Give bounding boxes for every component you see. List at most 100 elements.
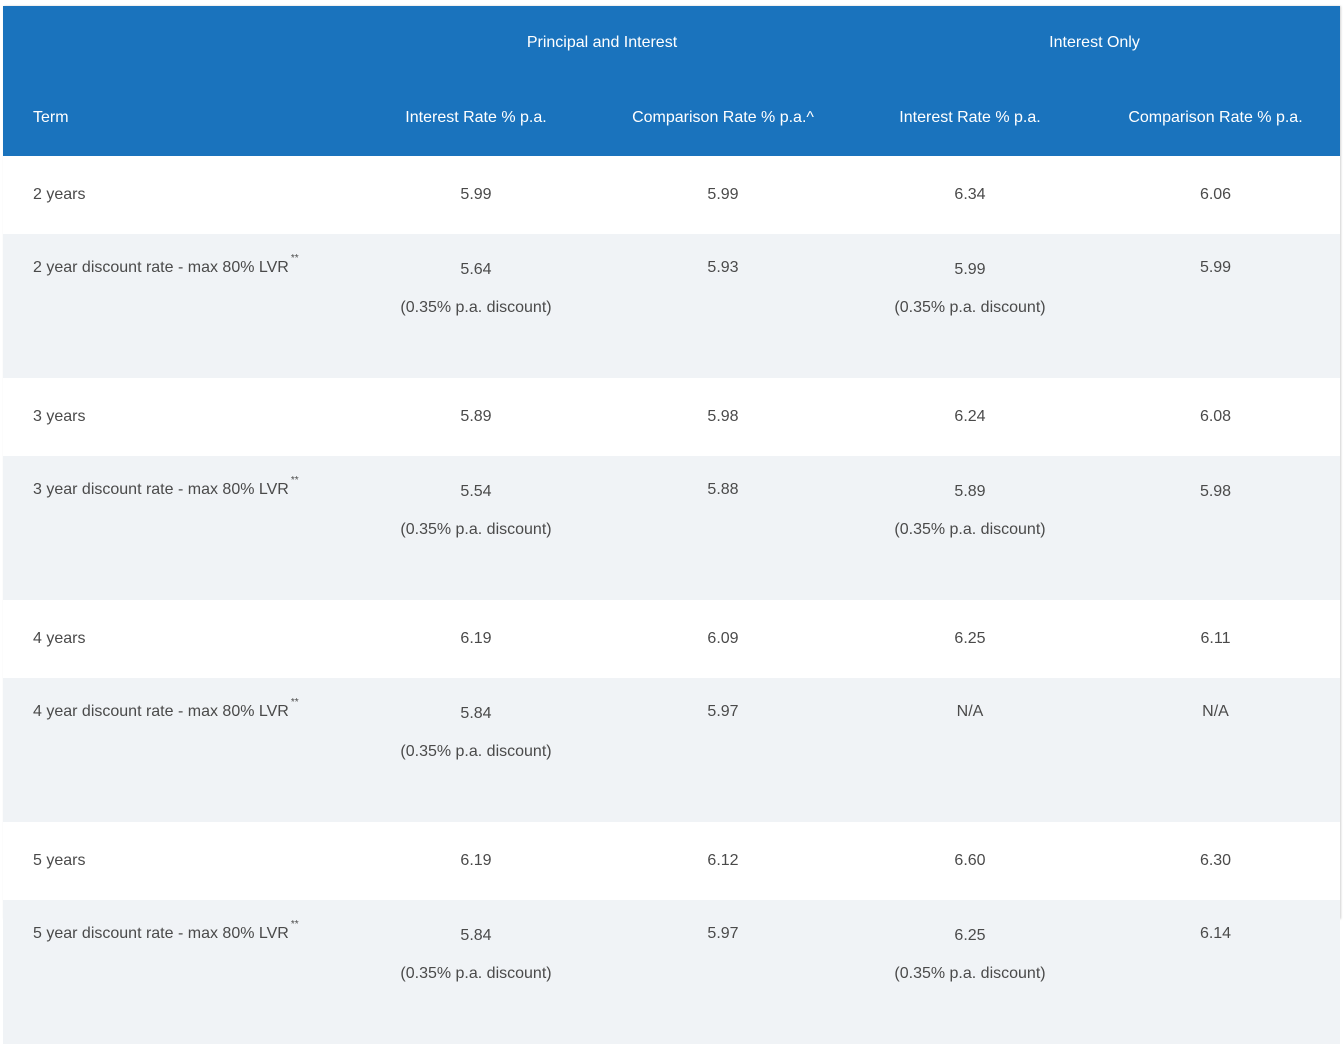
group-header-interest-only: Interest Only <box>849 6 1341 80</box>
io-comparison-cell: 5.99 <box>1091 234 1341 378</box>
io-rate-cell: 5.99 (0.35% p.a. discount) <box>849 234 1091 378</box>
io-rate-value: 5.99 <box>954 261 986 278</box>
fixed-rates-table: Principal and Interest Interest Only Ter… <box>3 6 1341 1044</box>
pi-comparison-cell: 5.99 <box>597 156 849 234</box>
column-header-pi-comparison: Comparison Rate % p.a.^ <box>597 80 849 156</box>
io-comparison-cell: N/A <box>1091 678 1341 822</box>
pi-comparison-value: 5.99 <box>707 186 739 203</box>
table-body: 2 years 5.99 5.99 6.34 6.06 2 year disco… <box>3 156 1341 1044</box>
pi-rate-cell: 6.19 <box>355 822 597 900</box>
pi-rate-cell: 5.99 <box>355 156 597 234</box>
pi-rate-value: 5.64 <box>460 261 492 278</box>
pi-comparison-value: 5.93 <box>707 259 739 276</box>
pi-comparison-cell: 6.12 <box>597 822 849 900</box>
column-header-pi-rate: Interest Rate % p.a. <box>355 80 597 156</box>
group-header-row: Principal and Interest Interest Only <box>3 6 1341 80</box>
pi-comparison-value: 5.97 <box>707 703 739 720</box>
term-label: 5 year discount rate - max 80% LVR <box>33 925 289 942</box>
term-label: 3 year discount rate - max 80% LVR <box>33 481 289 498</box>
io-comparison-cell: 6.30 <box>1091 822 1341 900</box>
io-rate-value: N/A <box>956 703 984 720</box>
term-cell: 4 year discount rate - max 80% LVR** <box>3 678 355 822</box>
io-rate-value: 6.60 <box>954 852 986 869</box>
pi-rate-value: 5.84 <box>460 705 492 722</box>
pi-comparison-cell: 5.98 <box>597 378 849 456</box>
io-rate-cell: N/A <box>849 678 1091 822</box>
io-comparison-cell: 6.14 <box>1091 900 1341 1044</box>
pi-comparison-cell: 6.09 <box>597 600 849 678</box>
footnote-marker: ** <box>290 475 299 486</box>
pi-comparison-cell: 5.97 <box>597 900 849 1044</box>
io-discount-note: (0.35% p.a. discount) <box>894 521 1046 538</box>
footnote-marker: ** <box>290 253 299 264</box>
term-label: 4 years <box>33 630 86 647</box>
io-rate-value: 6.34 <box>954 186 986 203</box>
io-discount-note: (0.35% p.a. discount) <box>894 965 1046 982</box>
io-rate-value: 6.24 <box>954 408 986 425</box>
pi-discount-note: (0.35% p.a. discount) <box>400 299 552 316</box>
term-cell: 5 year discount rate - max 80% LVR** <box>3 900 355 1044</box>
io-rate-cell: 6.25 <box>849 600 1091 678</box>
pi-comparison-value: 5.98 <box>707 408 739 425</box>
pi-comparison-value: 6.12 <box>707 852 739 869</box>
group-header-principal-interest: Principal and Interest <box>355 6 849 80</box>
rates-table-container: Principal and Interest Interest Only Ter… <box>3 6 1341 1044</box>
term-label: 2 year discount rate - max 80% LVR <box>33 259 289 276</box>
footnote-marker: ** <box>290 697 299 708</box>
io-rate-cell: 6.24 <box>849 378 1091 456</box>
pi-rate-cell: 5.84 (0.35% p.a. discount) <box>355 678 597 822</box>
pi-rate-cell: 5.54 (0.35% p.a. discount) <box>355 456 597 600</box>
pi-rate-value: 5.54 <box>460 483 492 500</box>
pi-rate-value: 5.84 <box>460 927 492 944</box>
pi-rate-cell: 6.19 <box>355 600 597 678</box>
pi-comparison-value: 5.88 <box>707 481 739 498</box>
io-rate-cell: 6.25 (0.35% p.a. discount) <box>849 900 1091 1044</box>
pi-discount-note: (0.35% p.a. discount) <box>400 743 552 760</box>
pi-comparison-value: 5.97 <box>707 925 739 942</box>
table-row: 2 years 5.99 5.99 6.34 6.06 <box>3 156 1341 234</box>
io-comparison-cell: 6.08 <box>1091 378 1341 456</box>
io-rate-value: 6.25 <box>954 927 986 944</box>
table-row: 3 years 5.89 5.98 6.24 6.08 <box>3 378 1341 456</box>
pi-comparison-cell: 5.88 <box>597 456 849 600</box>
pi-comparison-cell: 5.93 <box>597 234 849 378</box>
column-header-row: Term Interest Rate % p.a. Comparison Rat… <box>3 80 1341 156</box>
pi-rate-cell: 5.89 <box>355 378 597 456</box>
pi-discount-note: (0.35% p.a. discount) <box>400 521 552 538</box>
term-label: 4 year discount rate - max 80% LVR <box>33 703 289 720</box>
column-header-io-rate: Interest Rate % p.a. <box>849 80 1091 156</box>
group-header-spacer <box>3 6 355 80</box>
io-rate-cell: 6.34 <box>849 156 1091 234</box>
term-cell: 2 year discount rate - max 80% LVR** <box>3 234 355 378</box>
io-comparison-cell: 6.06 <box>1091 156 1341 234</box>
table-row: 3 year discount rate - max 80% LVR** 5.5… <box>3 456 1341 600</box>
io-comparison-cell: 6.11 <box>1091 600 1341 678</box>
pi-rate-value: 5.99 <box>460 186 492 203</box>
pi-comparison-cell: 5.97 <box>597 678 849 822</box>
io-rate-value: 5.89 <box>954 483 986 500</box>
pi-rate-cell: 5.84 (0.35% p.a. discount) <box>355 900 597 1044</box>
io-rate-cell: 6.60 <box>849 822 1091 900</box>
table-row: 2 year discount rate - max 80% LVR** 5.6… <box>3 234 1341 378</box>
pi-comparison-value: 6.09 <box>707 630 739 647</box>
io-rate-value: 6.25 <box>954 630 986 647</box>
term-label: 5 years <box>33 852 86 869</box>
term-cell: 3 year discount rate - max 80% LVR** <box>3 456 355 600</box>
io-comparison-cell: 5.98 <box>1091 456 1341 600</box>
io-rate-cell: 5.89 (0.35% p.a. discount) <box>849 456 1091 600</box>
pi-rate-value: 6.19 <box>460 852 492 869</box>
term-label: 2 years <box>33 186 86 203</box>
io-comparison-value: 6.14 <box>1199 925 1232 942</box>
pi-rate-cell: 5.64 (0.35% p.a. discount) <box>355 234 597 378</box>
pi-rate-value: 6.19 <box>460 630 492 647</box>
pi-discount-note: (0.35% p.a. discount) <box>400 965 552 982</box>
term-label: 3 years <box>33 408 86 425</box>
io-comparison-value: 5.99 <box>1199 259 1232 276</box>
io-comparison-value: 6.06 <box>1199 186 1232 203</box>
column-header-term: Term <box>3 80 355 156</box>
table-header: Principal and Interest Interest Only Ter… <box>3 6 1341 156</box>
io-comparison-value: 6.30 <box>1199 852 1232 869</box>
table-row: 5 years 6.19 6.12 6.60 6.30 <box>3 822 1341 900</box>
io-comparison-value: N/A <box>1202 703 1229 720</box>
table-row: 5 year discount rate - max 80% LVR** 5.8… <box>3 900 1341 1044</box>
